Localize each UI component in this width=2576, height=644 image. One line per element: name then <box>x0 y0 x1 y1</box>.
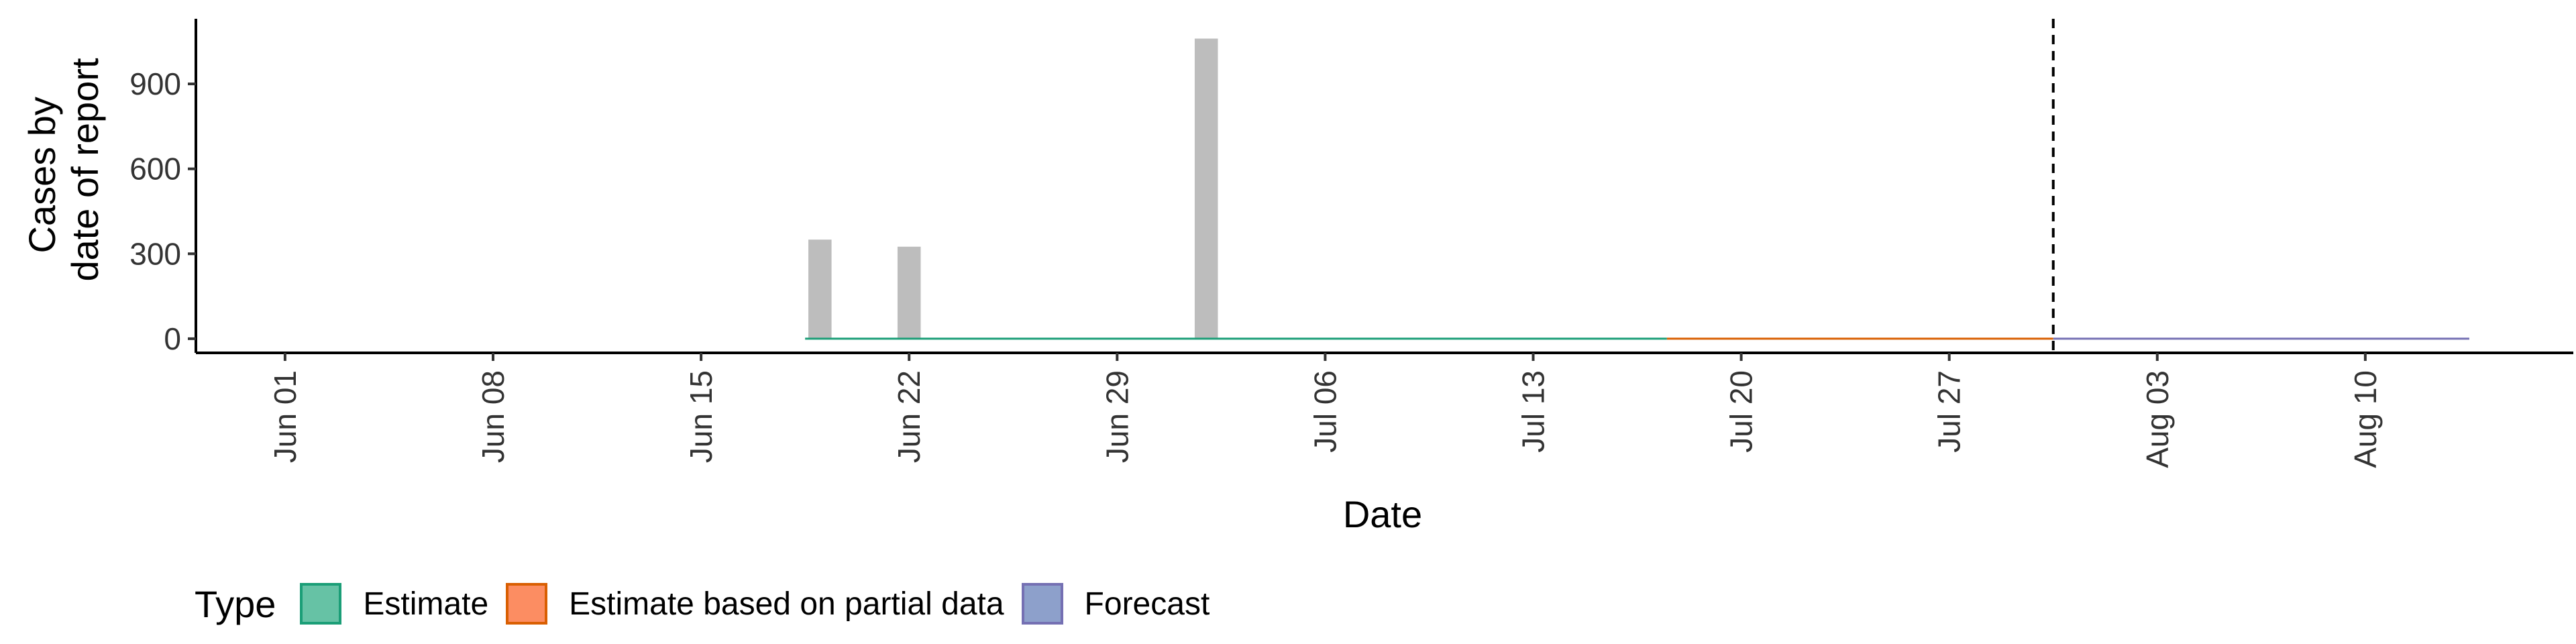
y-tick-label: 900 <box>129 66 181 101</box>
y-axis-ticks: 0 300 600 900 <box>129 66 196 356</box>
x-axis-ticks: Jun 01 Jun 08 Jun 15 Jun 22 Jun 29 Jul 06 Jul … <box>268 353 2383 468</box>
legend-label-partial-estimate: Estimate based on partial data <box>569 586 1004 622</box>
legend-item-forecast: Forecast <box>1021 583 1210 625</box>
x-tick-label: Aug 10 <box>2348 370 2383 468</box>
y-tick-label: 600 <box>129 152 181 186</box>
x-axis-title: Date <box>1343 493 1422 535</box>
legend-label-forecast: Forecast <box>1084 586 1210 622</box>
reported-cases-bars <box>808 38 1218 339</box>
x-tick-label: Jun 08 <box>476 370 511 463</box>
y-tick-label: 300 <box>129 236 181 271</box>
x-tick-label: Jun 29 <box>1099 370 1134 463</box>
x-tick-label: Jun 15 <box>684 370 718 463</box>
y-axis-title-line-1: Cases by <box>21 97 63 253</box>
x-tick-label: Jun 01 <box>268 370 303 463</box>
legend-key-partial-estimate <box>506 583 548 625</box>
y-tick-label: 0 <box>164 321 181 356</box>
legend-title: Type <box>195 582 276 625</box>
legend-item-estimate: Estimate <box>300 583 488 625</box>
legend: Type Estimate Estimate based on partial … <box>195 578 1227 629</box>
legend-key-forecast <box>1021 583 1063 625</box>
x-tick-label: Jul 13 <box>1516 370 1551 453</box>
legend-label-estimate: Estimate <box>363 586 489 622</box>
x-tick-label: Aug 03 <box>2140 370 2175 468</box>
x-tick-label: Jun 22 <box>892 370 926 463</box>
legend-key-estimate <box>300 583 342 625</box>
reported-cases-bar <box>1194 38 1218 339</box>
x-tick-label: Jul 20 <box>1724 370 1759 453</box>
x-tick-label: Jul 06 <box>1307 370 1342 453</box>
legend-item-partial-estimate: Estimate based on partial data <box>506 583 1004 625</box>
y-axis-title-line-2: date of report <box>64 58 106 282</box>
x-tick-label: Jul 27 <box>1932 370 1967 453</box>
y-axis-title: Cases by date of report <box>21 58 106 282</box>
reported-cases-bar <box>897 246 921 339</box>
reported-cases-bar <box>808 239 832 339</box>
